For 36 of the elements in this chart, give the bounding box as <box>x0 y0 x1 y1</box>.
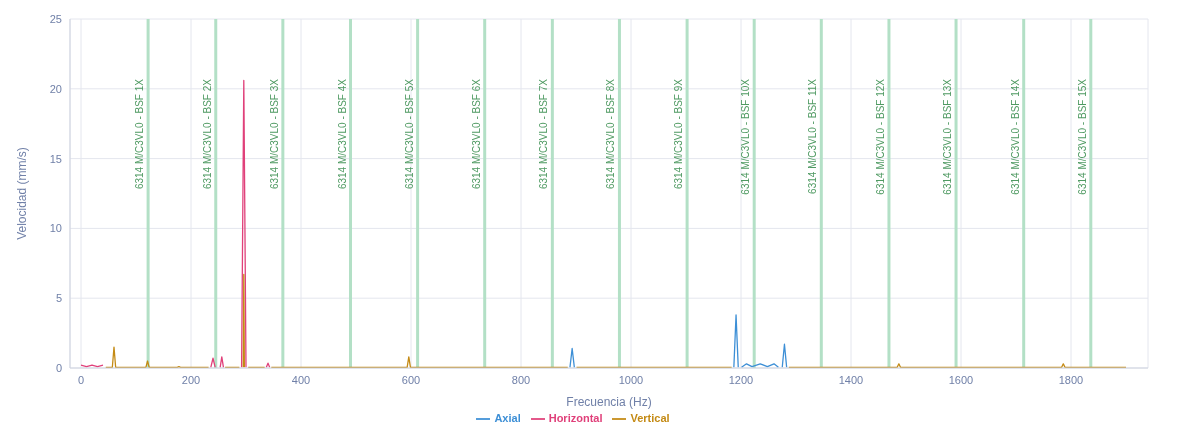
ref-line-label: 6314 M/C3VL0 - BSF 4X <box>336 78 348 190</box>
x-tick-label: 600 <box>401 373 421 386</box>
ref-line-label: 6314 M/C3VL0 - BSF 15X <box>1076 78 1088 195</box>
ref-line-label: 6314 M/C3VL0 - BSF 7X <box>538 78 550 190</box>
x-tick-label: 400 <box>291 373 311 386</box>
ref-line-label: 6314 M/C3VL0 - BSF 1X <box>134 78 146 190</box>
ref-line-label: 6314 M/C3VL0 - BSF 11X <box>807 78 819 194</box>
x-tick-label: 800 <box>511 373 531 386</box>
y-axis-title: Velocidad (mm/s) <box>15 147 30 240</box>
ref-line-label: 6314 M/C3VL0 - BSF 3X <box>268 78 280 190</box>
ref-line-label: 6314 M/C3VL0 - BSF 10X <box>740 78 752 195</box>
ref-line-label: 6314 M/C3VL0 - BSF 14X <box>1009 78 1021 195</box>
y-tick-label: 5 <box>55 292 62 305</box>
x-tick-label: 1600 <box>948 373 974 386</box>
y-tick-label: 10 <box>49 222 62 235</box>
x-tick-label: 200 <box>181 373 201 386</box>
ref-line-label: 6314 M/C3VL0 - BSF 6X <box>470 78 482 190</box>
y-tick-label: 20 <box>49 82 62 95</box>
legend-label: Vertical <box>630 412 670 424</box>
x-tick-label: 1800 <box>1058 373 1084 386</box>
x-tick-label: 1200 <box>728 373 754 386</box>
x-tick-label: 0 <box>77 373 85 386</box>
legend-label: Axial <box>494 412 521 424</box>
y-tick-label: 0 <box>55 361 62 374</box>
ref-line-label: 6314 M/C3VL0 - BSF 13X <box>942 78 954 195</box>
x-tick-label: 1400 <box>838 373 864 386</box>
x-axis-title: Frecuencia (Hz) <box>566 395 652 409</box>
y-tick-label: 25 <box>49 12 62 25</box>
x-tick-label: 1000 <box>618 373 644 386</box>
legend-label: Horizontal <box>548 412 603 424</box>
ref-line-label: 6314 M/C3VL0 - BSF 2X <box>201 78 213 190</box>
ref-line-label: 6314 M/C3VL0 - BSF 5X <box>403 78 415 190</box>
y-tick-label: 15 <box>49 152 62 165</box>
ref-line-label: 6314 M/C3VL0 - BSF 9X <box>673 78 685 190</box>
ref-line-label: 6314 M/C3VL0 - BSF 12X <box>874 78 886 195</box>
ref-line-label: 6314 M/C3VL0 - BSF 8X <box>605 78 617 190</box>
